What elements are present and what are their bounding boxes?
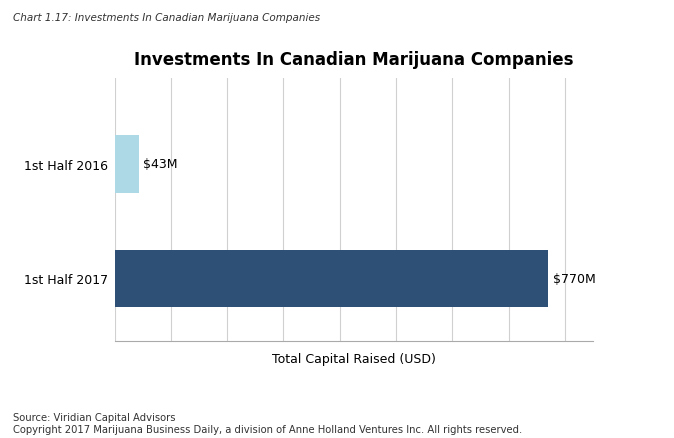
X-axis label: Total Capital Raised (USD): Total Capital Raised (USD): [272, 352, 436, 365]
Text: Source: Viridian Capital Advisors
Copyright 2017 Marijuana Business Daily, a div: Source: Viridian Capital Advisors Copyri…: [13, 412, 523, 434]
Text: $43M: $43M: [144, 158, 178, 171]
Text: $770M: $770M: [553, 272, 595, 285]
Text: Chart 1.17: Investments In Canadian Marijuana Companies: Chart 1.17: Investments In Canadian Mari…: [13, 13, 321, 23]
Title: Investments In Canadian Marijuana Companies: Investments In Canadian Marijuana Compan…: [134, 51, 574, 69]
Bar: [115, 250, 548, 307]
Bar: [115, 136, 139, 193]
